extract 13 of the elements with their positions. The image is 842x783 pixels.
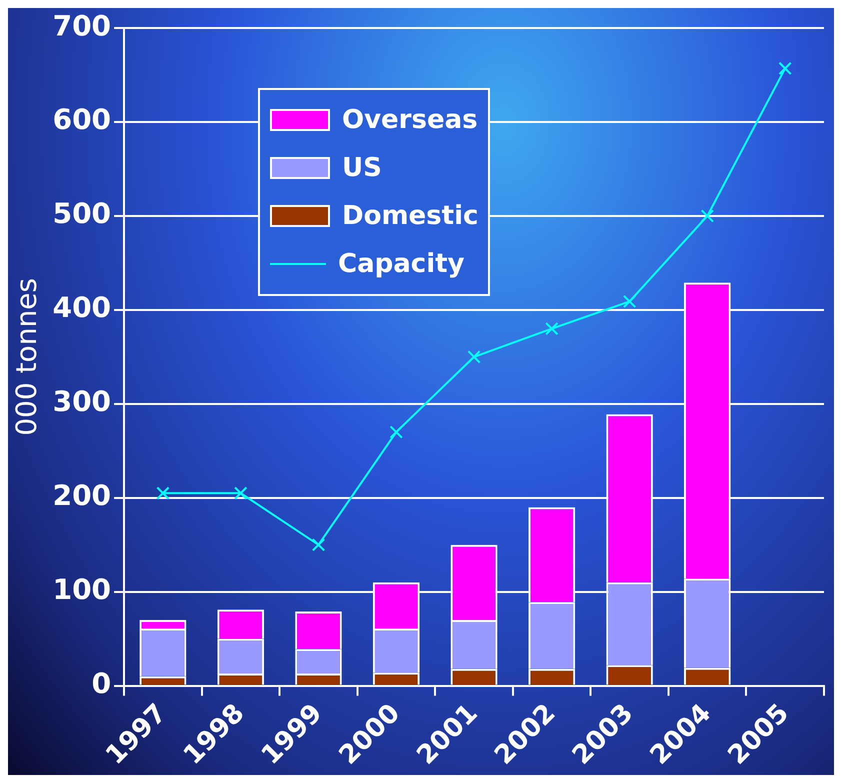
legend-label: Domestic xyxy=(342,201,478,231)
legend-label: US xyxy=(342,153,382,183)
y-tick-label: 200 xyxy=(52,479,112,512)
y-tick-label: 500 xyxy=(52,197,112,230)
y-tick-label: 400 xyxy=(52,291,112,324)
legend-label: Capacity xyxy=(338,249,464,279)
y-tick-label: 300 xyxy=(52,385,112,418)
y-tick-label: 700 xyxy=(52,9,112,42)
y-axis-title: 000 tonnes xyxy=(10,278,44,436)
y-tick-label: 100 xyxy=(52,573,112,606)
legend-label: Overseas xyxy=(342,105,478,135)
y-tick-label: 0 xyxy=(92,667,112,700)
y-tick-label: 600 xyxy=(52,103,112,136)
